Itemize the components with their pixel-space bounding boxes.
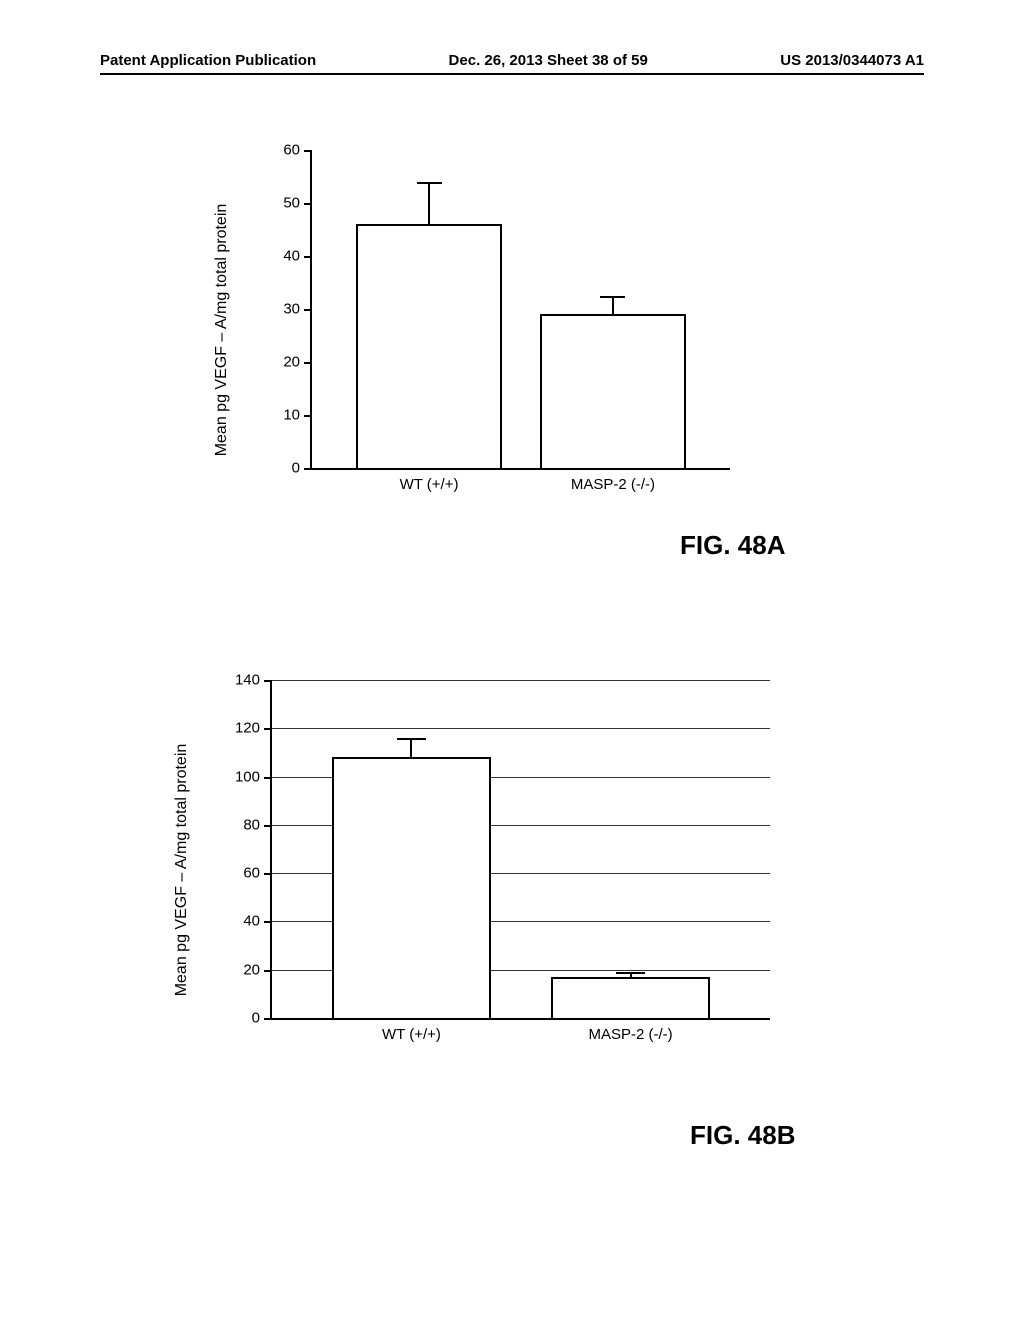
y-tick (304, 362, 312, 364)
figure-48a: Mean pg VEGF – A/mg total protein 010203… (260, 150, 740, 510)
y-tick-label: 30 (283, 301, 300, 318)
y-tick-label: 80 (243, 816, 260, 833)
y-tick-label: 60 (243, 865, 260, 882)
y-tick-label: 140 (235, 672, 260, 689)
y-tick-label: 40 (243, 913, 260, 930)
bar (540, 314, 686, 468)
x-tick-label: MASP-2 (-/-) (588, 1026, 672, 1043)
y-tick (304, 309, 312, 311)
gridline (272, 680, 770, 681)
y-tick-label: 120 (235, 720, 260, 737)
y-tick-label: 20 (243, 961, 260, 978)
error-bar-cap (600, 296, 625, 298)
y-axis-label: Mean pg VEGF – A/mg total protein (173, 744, 191, 997)
bar (551, 977, 710, 1018)
y-tick (264, 680, 272, 682)
header-left: Patent Application Publication (100, 52, 316, 69)
plot-area: 0102030405060WT (+/+)MASP-2 (-/-) (310, 150, 730, 470)
error-bar (410, 738, 412, 757)
y-tick (264, 1018, 272, 1020)
plot-area: 020406080100120140WT (+/+)MASP-2 (-/-) (270, 680, 770, 1020)
error-bar-cap (417, 182, 442, 184)
y-tick (264, 921, 272, 923)
y-tick (264, 970, 272, 972)
y-tick (304, 468, 312, 470)
y-tick (264, 728, 272, 730)
figure-48b: Mean pg VEGF – A/mg total protein 020406… (220, 680, 780, 1060)
y-axis-label: Mean pg VEGF – A/mg total protein (213, 204, 231, 457)
figure-label-a: FIG. 48A (680, 530, 785, 561)
y-tick (264, 873, 272, 875)
header-center: Dec. 26, 2013 Sheet 38 of 59 (449, 52, 648, 69)
gridline (272, 728, 770, 729)
page-header: Patent Application Publication Dec. 26, … (100, 52, 924, 75)
bar (356, 224, 502, 468)
x-tick-label: WT (+/+) (382, 1026, 441, 1043)
y-tick-label: 20 (283, 354, 300, 371)
y-tick-label: 0 (252, 1010, 260, 1027)
y-tick-label: 40 (283, 248, 300, 265)
header-right: US 2013/0344073 A1 (780, 52, 924, 69)
error-bar-cap (616, 972, 646, 974)
figure-label-b: FIG. 48B (690, 1120, 795, 1151)
error-bar (612, 296, 614, 315)
y-tick-label: 100 (235, 768, 260, 785)
y-tick (264, 777, 272, 779)
y-tick (304, 203, 312, 205)
y-tick-label: 50 (283, 195, 300, 212)
y-tick-label: 10 (283, 407, 300, 424)
bar (332, 757, 491, 1018)
y-tick (304, 256, 312, 258)
error-bar (428, 182, 430, 224)
y-tick (304, 150, 312, 152)
x-tick-label: WT (+/+) (400, 476, 459, 493)
error-bar-cap (397, 738, 427, 740)
y-tick-label: 0 (292, 460, 300, 477)
x-tick-label: MASP-2 (-/-) (571, 476, 655, 493)
y-tick-label: 60 (283, 142, 300, 159)
y-tick (304, 415, 312, 417)
y-tick (264, 825, 272, 827)
